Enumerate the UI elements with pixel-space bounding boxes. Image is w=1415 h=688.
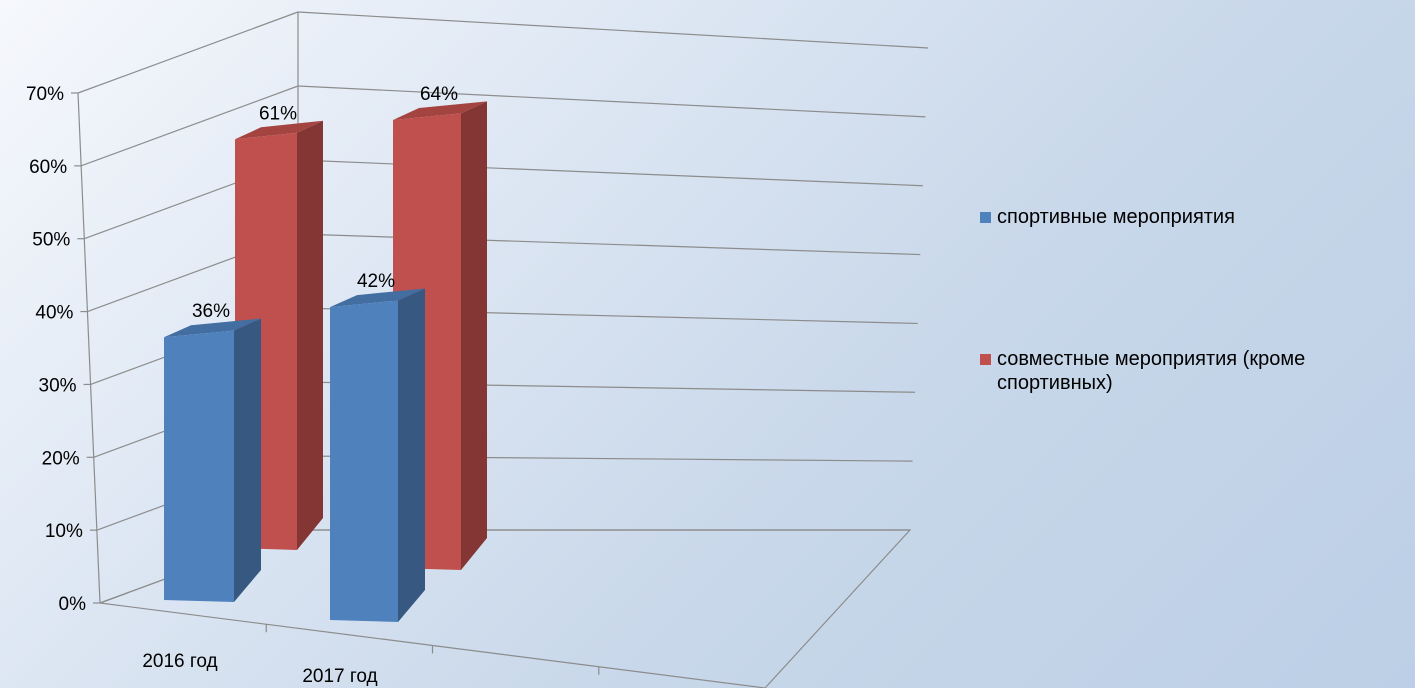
bar-sport-top — [330, 288, 425, 308]
y-tick-label: 0% — [59, 594, 87, 615]
data-label: 61% — [259, 103, 297, 124]
bar-joint-side — [461, 101, 487, 571]
bar-sport — [164, 330, 234, 602]
x-tick-label: 2017 год — [302, 666, 377, 687]
bar-sport-top — [164, 318, 261, 338]
legend-label-sport: спортивные мероприятия — [997, 206, 1235, 228]
gridline — [297, 11, 929, 49]
side-gridline — [77, 11, 299, 94]
data-label: 42% — [357, 271, 395, 292]
bar-sport-side — [234, 318, 261, 602]
bar-sport — [330, 300, 398, 622]
legend-item-joint: совместные мероприятия (кроме спортивных… — [980, 347, 1410, 395]
legend-label-joint: совместные мероприятия (кроме спортивных… — [997, 348, 1306, 394]
side-gridline — [80, 85, 299, 167]
gridline — [297, 85, 926, 118]
data-label: 64% — [420, 84, 458, 105]
y-tick-label: 70% — [26, 84, 64, 105]
bar-joint-top — [235, 120, 323, 140]
data-label: 36% — [192, 301, 230, 322]
y-tick-label: 10% — [45, 521, 83, 542]
y-tick-label: 40% — [35, 303, 73, 324]
y-tick-label: 20% — [42, 448, 80, 469]
bar-joint-top — [393, 101, 487, 120]
y-tick-label: 30% — [39, 375, 77, 396]
legend-item-sport: спортивные мероприятия — [980, 205, 1410, 229]
y-tick-label: 50% — [32, 230, 70, 251]
x-tick-label: 2016 год — [142, 651, 217, 672]
legend: спортивные мероприятия совместные меропр… — [980, 205, 1410, 395]
bar-sport-side — [398, 288, 425, 622]
gridline — [297, 159, 923, 187]
bar-joint-side — [297, 120, 323, 550]
y-axis-line — [77, 92, 101, 604]
legend-swatch-sport — [980, 212, 991, 223]
legend-swatch-joint — [980, 354, 991, 365]
gridline — [297, 233, 921, 256]
y-tick-label: 60% — [29, 157, 67, 178]
